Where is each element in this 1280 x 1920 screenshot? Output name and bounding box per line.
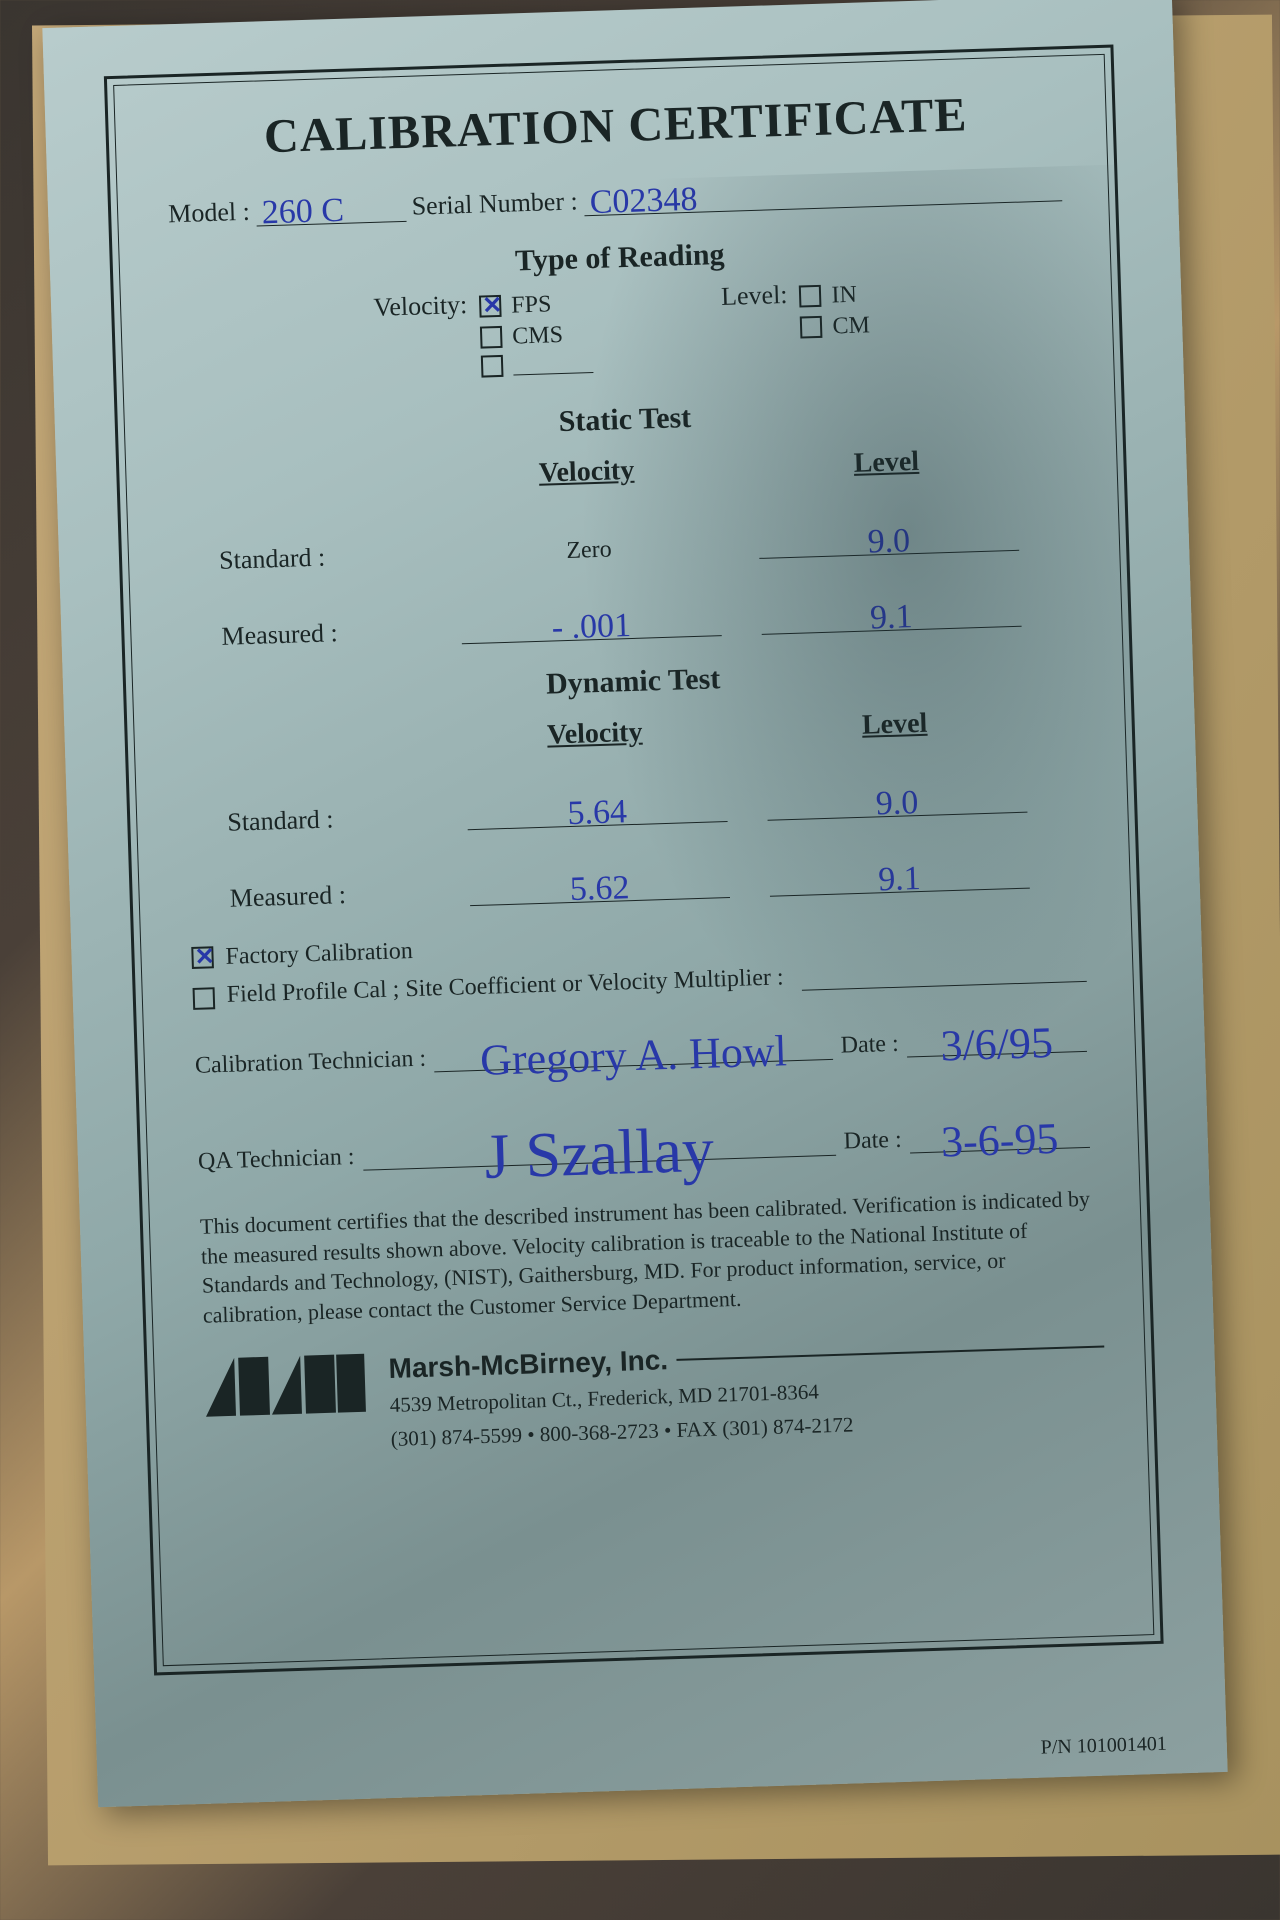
field-label: Field Profile Cal ; Site Coefficient or … [226,964,784,1008]
dynamic-measured-velocity-value: 5.62 [563,869,636,908]
qa-tech-row: QA Technician : J Szallay Date : 3-6-95 [197,1095,1098,1175]
dynamic-level-header: Level [764,704,1025,744]
static-standard-label: Standard : [219,539,420,575]
certificate-title: CALIBRATION CERTIFICATE [165,84,1066,167]
company-block: Marsh-McBirney, Inc. 4539 Metropolitan C… [204,1330,1107,1459]
cal-tech-signature: Gregory A. Howl [480,1033,788,1078]
dynamic-velocity-header: Velocity [464,714,725,754]
dynamic-test-grid: Velocity Level Standard : 5.64 9.0 Measu… [224,702,1089,913]
checkbox-blank[interactable] [481,354,504,377]
dynamic-standard-level-value: 9.0 [869,783,925,822]
model-field: 260 C [255,190,406,226]
certificate-paper: CALIBRATION CERTIFICATE Model : 260 C Se… [42,0,1227,1807]
cal-tech-date-field: 3/6/95 [906,1015,1087,1057]
static-test-heading: Static Test [175,389,1076,451]
model-label: Model : [168,196,251,229]
checkbox-cms[interactable] [480,326,503,349]
qa-tech-date: 3-6-95 [941,1121,1059,1160]
dynamic-measured-label: Measured : [229,877,430,913]
in-label: IN [831,281,857,309]
qa-tech-signature-field: J Szallay [361,1104,836,1171]
static-standard-velocity: Zero [459,533,720,568]
static-test-grid: Velocity Level Standard : Zero 9.0 Measu… [216,441,1081,652]
cm-label: CM [832,312,870,340]
cal-tech-label: Calibration Technician : [195,1045,427,1079]
static-level-header: Level [756,442,1017,482]
dynamic-standard-velocity-value: 5.64 [561,793,634,832]
serial-value: C02348 [583,181,704,222]
velocity-label: Velocity: [373,290,468,323]
dynamic-measured-level: 9.1 [769,856,1030,896]
cal-tech-signature-field: Gregory A. Howl [433,1023,833,1072]
company-text: Marsh-McBirney, Inc. 4539 Metropolitan C… [388,1330,1107,1453]
static-standard-level: 9.0 [758,518,1019,558]
cms-label: CMS [512,322,564,351]
factory-label: Factory Calibration [225,938,413,971]
checkbox-cm[interactable] [800,316,823,339]
checkbox-in[interactable] [799,285,822,308]
checkbox-factory[interactable] [191,946,214,969]
checkbox-fps[interactable] [479,295,502,318]
dynamic-standard-level: 9.0 [767,780,1028,820]
company-name-rule [676,1345,1104,1360]
calibration-type-section: Factory Calibration Field Profile Cal ; … [191,916,1093,1009]
inner-border: CALIBRATION CERTIFICATE Model : 260 C Se… [113,54,1154,1666]
qa-tech-date-field: 3-6-95 [909,1112,1090,1154]
fps-label: FPS [511,291,552,319]
cal-tech-date-label: Date : [840,1031,899,1060]
qa-tech-label: QA Technician : [198,1144,355,1176]
mmi-logo-icon [204,1353,366,1416]
qa-tech-signature: J Szallay [484,1123,715,1181]
static-measured-velocity-value: - .001 [545,606,637,646]
level-column: Level: IN CM [721,277,872,374]
static-velocity-header: Velocity [456,452,717,492]
level-label: Level: [721,280,788,312]
velocity-column: Velocity: FPS CMS [373,286,594,385]
part-number: P/N 101001401 [1040,1733,1167,1760]
dynamic-standard-velocity: 5.64 [467,790,728,830]
level-in-option: IN [799,281,869,310]
level-cm-option: CM [800,312,870,341]
certification-statement: This document certifies that the describ… [200,1184,1103,1331]
company-name: Marsh-McBirney, Inc. [388,1344,668,1385]
static-measured-level: 9.1 [761,594,1022,634]
velocity-blank-option [481,352,594,378]
field-multiplier-field [801,953,1087,990]
model-serial-row: Model : 260 C Serial Number : C02348 [168,169,1069,229]
velocity-cms-option: CMS [480,321,593,352]
static-measured-velocity: - .001 [461,604,722,644]
qa-tech-date-label: Date : [843,1127,902,1156]
static-standard-level-value: 9.0 [861,522,917,561]
model-value: 260 C [255,192,350,232]
static-measured-label: Measured : [221,615,422,651]
checkbox-field[interactable] [193,987,216,1010]
type-of-reading-grid: Velocity: FPS CMS [171,271,1073,391]
outer-border: CALIBRATION CERTIFICATE Model : 260 C Se… [104,45,1164,1676]
dynamic-test-heading: Dynamic Test [183,650,1084,712]
cal-tech-date: 3/6/95 [940,1025,1054,1064]
static-measured-level-value: 9.1 [863,598,919,637]
dynamic-standard-label: Standard : [227,801,428,837]
calibration-tech-row: Calibration Technician : Gregory A. Howl… [194,1015,1095,1079]
serial-field: C02348 [583,169,1062,216]
blank-option-line [513,353,594,376]
velocity-fps-option: FPS [479,290,592,321]
serial-label: Serial Number : [411,186,578,221]
dynamic-measured-level-value: 9.1 [872,859,928,898]
dynamic-measured-velocity: 5.62 [469,866,730,906]
